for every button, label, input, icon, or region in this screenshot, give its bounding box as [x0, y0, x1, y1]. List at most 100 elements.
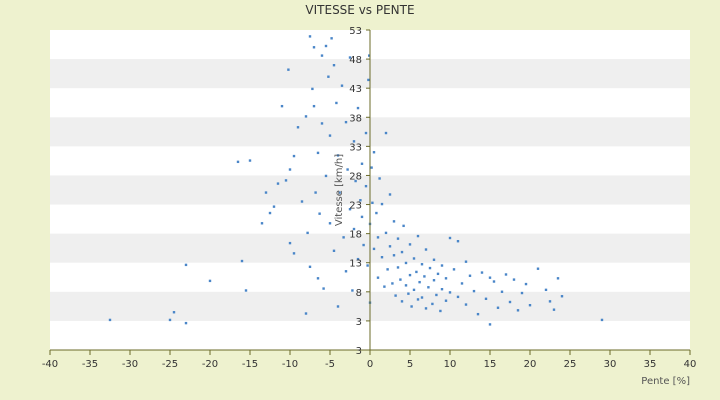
scatter-point: [432, 279, 436, 282]
scatter-point: [396, 237, 400, 240]
scatter-point: [420, 296, 424, 299]
x-tick-label: -40: [42, 359, 58, 370]
scatter-point: [416, 298, 420, 301]
scatter-point: [236, 160, 240, 164]
scatter-point: [372, 151, 376, 154]
scatter-point: [392, 220, 396, 223]
scatter-point: [108, 318, 112, 322]
x-tick-label: 15: [484, 359, 497, 370]
scatter-point: [410, 305, 413, 308]
scatter-point: [488, 323, 492, 326]
scatter-point: [359, 199, 362, 202]
scatter-point: [260, 222, 264, 225]
scatter-point: [300, 200, 304, 203]
y-tick-label: 33: [349, 142, 362, 153]
scatter-point: [492, 280, 496, 283]
scatter-point: [311, 87, 314, 91]
scatter-point: [504, 273, 508, 276]
scatter-point: [456, 240, 460, 243]
scatter-point: [423, 275, 426, 278]
y-tick-label: 23: [349, 201, 362, 212]
scatter-point: [476, 312, 480, 316]
scatter-point: [364, 184, 368, 188]
scatter-point: [328, 222, 332, 225]
scatter-point: [352, 227, 356, 231]
scatter-point: [296, 126, 300, 129]
x-tick-label: 40: [684, 359, 697, 370]
scatter-point: [427, 286, 430, 289]
scatter-point: [512, 278, 516, 281]
scatter-point: [375, 211, 378, 215]
scatter-point: [362, 243, 365, 247]
scatter-point: [288, 241, 292, 245]
scatter-point: [544, 288, 548, 292]
scatter-point: [440, 264, 444, 267]
scatter-point: [348, 56, 352, 59]
scatter-point: [440, 288, 444, 291]
scatter-point: [284, 179, 288, 182]
scatter-point: [432, 258, 436, 261]
y-axis-label: Vitesse [km/h]: [334, 154, 345, 226]
scatter-point: [480, 271, 484, 274]
x-tick-label: 30: [604, 359, 617, 370]
scatter-point: [336, 305, 340, 308]
scatter-point: [330, 37, 333, 40]
scatter-point: [388, 193, 392, 196]
scatter-point: [383, 285, 386, 288]
scatter-point: [412, 257, 416, 260]
scatter-point: [344, 270, 348, 273]
scatter-point: [488, 276, 492, 279]
scatter-point: [524, 282, 528, 286]
scatter-point: [464, 260, 468, 263]
scatter-point: [168, 318, 172, 322]
scatter-point: [312, 46, 316, 49]
scatter-point: [287, 68, 290, 71]
scatter-point: [456, 295, 460, 299]
scatter-point: [416, 234, 420, 238]
scatter-point: [400, 300, 404, 303]
scatter-point: [356, 106, 360, 110]
scatter-point: [496, 306, 500, 309]
scatter-point: [415, 270, 418, 274]
x-tick-label: -10: [282, 359, 298, 370]
scatter-point: [292, 154, 296, 158]
scatter-point: [436, 272, 440, 276]
y-tick-label: 28: [349, 171, 362, 182]
x-tick-label: 20: [524, 359, 537, 370]
scatter-point: [288, 168, 292, 171]
scatter-point: [346, 168, 349, 171]
scatter-point: [452, 268, 456, 271]
scatter-point: [342, 236, 345, 239]
scatter-point: [448, 291, 452, 294]
scatter-point: [384, 131, 388, 135]
scatter-point: [536, 267, 540, 270]
scatter-point: [240, 259, 244, 263]
scatter-point: [322, 287, 325, 290]
scatter-point: [376, 276, 380, 279]
scatter-point: [340, 84, 344, 87]
scatter-point: [344, 120, 348, 124]
scatter-point: [367, 78, 370, 82]
scatter-point: [360, 215, 364, 219]
scatter-point: [320, 122, 324, 125]
scatter-point: [312, 104, 316, 108]
scatter-point: [435, 293, 438, 297]
scatter-point: [327, 75, 330, 78]
scatter-point: [370, 166, 373, 169]
x-tick-label: -25: [162, 359, 178, 370]
scatter-point: [360, 162, 364, 165]
scatter-point: [380, 202, 384, 206]
scatter-point: [439, 309, 442, 313]
scatter-point: [464, 303, 468, 306]
scatter-point: [248, 159, 252, 162]
scatter-point: [356, 257, 360, 261]
y-tick-label: 3: [356, 346, 362, 357]
x-tick-label: 25: [564, 359, 577, 370]
scatter-point: [268, 211, 272, 215]
scatter-point: [304, 312, 308, 315]
scatter-point: [172, 311, 176, 314]
scatter-point: [396, 266, 400, 269]
scatter-point: [354, 179, 357, 183]
